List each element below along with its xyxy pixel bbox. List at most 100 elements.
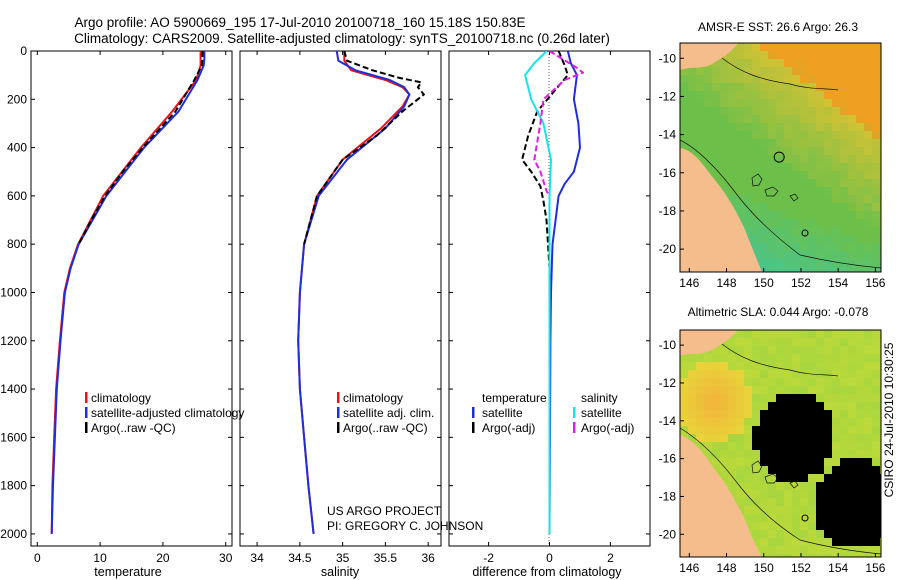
field-cell [720, 418, 729, 427]
legend-label-temp-satellite: satellite [482, 406, 523, 420]
project-credit: US ARGO PROJECT [327, 504, 442, 518]
field-cell [856, 107, 865, 116]
field-cell [872, 522, 881, 531]
field-cell [856, 418, 865, 427]
field-cell [792, 75, 801, 84]
field-cell [736, 115, 745, 124]
field-cell [808, 362, 817, 371]
field-cell [800, 346, 809, 355]
field-cell [864, 506, 873, 515]
field-cell [768, 171, 777, 180]
field-cell [712, 410, 721, 419]
field-cell [816, 195, 825, 204]
field-cell [856, 410, 865, 419]
field-cell [872, 203, 881, 212]
field-cell [720, 59, 729, 68]
x-tick-label: 20 [156, 551, 170, 565]
field-cell [752, 490, 761, 499]
field-cell [864, 442, 873, 451]
field-cell [776, 171, 785, 180]
field-cell [752, 402, 761, 411]
field-cell [832, 195, 841, 204]
field-cell [808, 211, 817, 220]
field-cell [872, 163, 881, 172]
field-cell [848, 514, 857, 523]
field-cell [744, 59, 753, 68]
field-cell [784, 155, 793, 164]
field-cell [800, 139, 809, 148]
field-cell [744, 386, 753, 395]
field-cell [824, 147, 833, 156]
lon-tick-label: 154 [828, 276, 848, 290]
field-cell [840, 394, 849, 403]
field-cell [680, 370, 689, 379]
sst-island [764, 186, 779, 197]
field-cell [696, 370, 705, 379]
field-cell [840, 546, 849, 555]
field-cell [696, 402, 705, 411]
field-cell [792, 219, 801, 228]
field-cell [808, 147, 817, 156]
field-cell [760, 107, 769, 116]
field-cell [856, 522, 865, 531]
depth-tick-label: 1600 [0, 430, 27, 444]
field-cell [784, 442, 793, 451]
legend-label-temp-argo: Argo(-adj) [482, 421, 535, 435]
field-cell [840, 466, 849, 475]
pi-credit: PI: GREGORY C. JOHNSON [327, 519, 483, 533]
field-cell [776, 442, 785, 451]
field-cell [680, 410, 689, 419]
field-cell [744, 51, 753, 60]
field-cell [840, 346, 849, 355]
field-cell [840, 155, 849, 164]
field-cell [768, 362, 777, 371]
field-cell [696, 418, 705, 427]
field-cell [728, 474, 737, 483]
field-cell [720, 163, 729, 172]
field-cell [768, 498, 777, 507]
field-cell [744, 466, 753, 475]
field-cell [784, 83, 793, 92]
difference-depth-ticks [449, 50, 650, 535]
field-cell [680, 75, 689, 84]
field-cell [776, 386, 785, 395]
field-cell [824, 490, 833, 499]
field-cell [784, 458, 793, 467]
field-cell [736, 362, 745, 371]
field-cell [800, 107, 809, 116]
field-cell [704, 83, 713, 92]
field-cell [784, 91, 793, 100]
field-cell [760, 115, 769, 124]
field-cell [832, 338, 841, 347]
field-cell [824, 514, 833, 523]
field-cell [856, 506, 865, 515]
field-cell [856, 187, 865, 196]
field-cell [832, 131, 841, 140]
field-cell [696, 67, 705, 76]
field-cell [824, 43, 833, 52]
field-cell [784, 410, 793, 419]
field-cell [784, 251, 793, 260]
field-cell [840, 330, 849, 339]
salinity-legend: climatology satellite adj. clim. Argo(..… [337, 391, 434, 435]
field-cell [808, 538, 817, 547]
field-cell [704, 394, 713, 403]
field-cell [728, 51, 737, 60]
field-cell [840, 482, 849, 491]
field-cell [720, 450, 729, 459]
field-cell [808, 203, 817, 212]
field-cell [800, 418, 809, 427]
field-cell [688, 410, 697, 419]
field-cell [840, 131, 849, 140]
field-cell [760, 378, 769, 387]
field-cell [800, 530, 809, 539]
field-cell [768, 43, 777, 52]
field-cell [872, 59, 881, 68]
field-cell [752, 203, 761, 212]
field-cell [728, 83, 737, 92]
field-cell [808, 123, 817, 132]
field-cell [760, 163, 769, 172]
field-cell [808, 554, 817, 557]
field-cell [768, 195, 777, 204]
depth-tick-label: 2000 [0, 527, 27, 541]
